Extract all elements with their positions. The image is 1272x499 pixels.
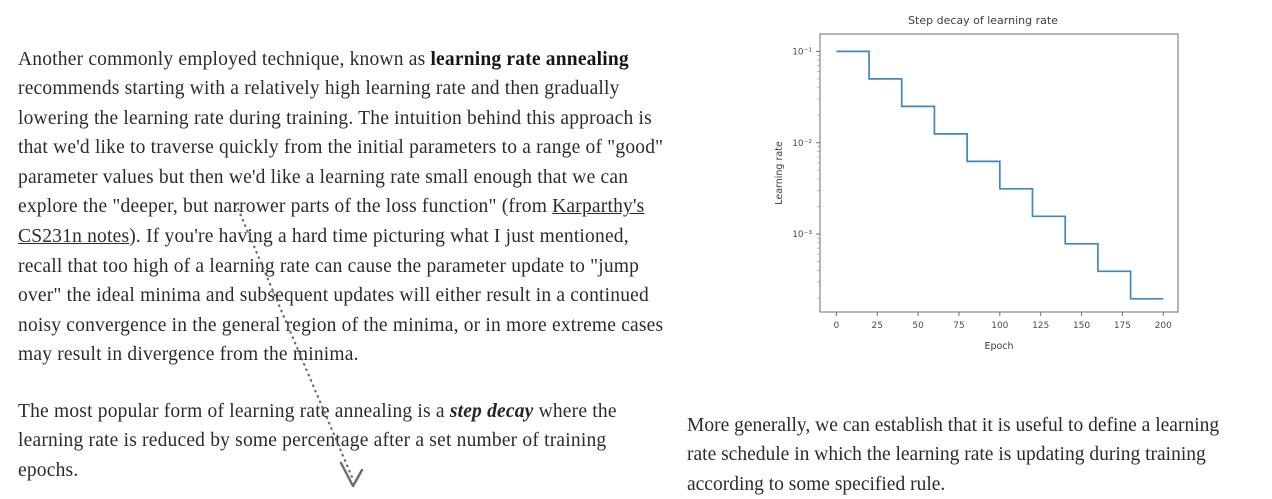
text-run: More generally, we can establish that it…: [687, 415, 1155, 436]
paragraph-learning-rate-schedule: More generally, we can establish that it…: [687, 411, 1249, 499]
emphasis-italic: step decay: [450, 401, 534, 422]
x-tick-label: 75: [953, 321, 964, 331]
y-axis-label: Learning rate: [774, 141, 785, 205]
x-tick-label: 125: [1032, 321, 1049, 331]
y-tick-label: 10⁻²: [792, 139, 812, 149]
article-left-column: Another commonly employed technique, kno…: [0, 0, 680, 490]
x-tick-label: 175: [1114, 321, 1131, 331]
x-axis-ticks: 0 25 50 75 100 125 150 175 200: [833, 312, 1172, 331]
learning-rate-step-line: [836, 51, 1163, 298]
paragraph-learning-rate-annealing: Another commonly employed technique, kno…: [18, 45, 668, 371]
x-tick-label: 150: [1073, 321, 1090, 331]
text-run: The most popular form of learning rate a…: [18, 401, 450, 422]
y-axis-ticks: 10⁻¹ 10⁻² 10⁻³: [792, 48, 820, 241]
x-tick-label: 100: [991, 321, 1008, 331]
x-tick-label: 25: [871, 321, 882, 331]
x-tick-label: 200: [1155, 321, 1172, 331]
chart-title: Step decay of learning rate: [908, 14, 1058, 27]
y-tick-label: 10⁻³: [792, 230, 812, 240]
article-right-column: Step decay of learning rate Learning rat…: [680, 0, 1272, 490]
paragraph-step-decay: The most popular form of learning rate a…: [18, 397, 668, 486]
x-tick-label: 50: [912, 321, 924, 331]
step-decay-chart: Step decay of learning rate Learning rat…: [768, 8, 1198, 353]
y-tick-label: 10⁻¹: [792, 48, 812, 58]
emphasis-bold: learning rate annealing: [430, 49, 628, 70]
text-run: Another commonly employed technique, kno…: [18, 49, 430, 70]
x-axis-label: Epoch: [984, 341, 1013, 352]
x-tick-label: 0: [833, 321, 839, 331]
